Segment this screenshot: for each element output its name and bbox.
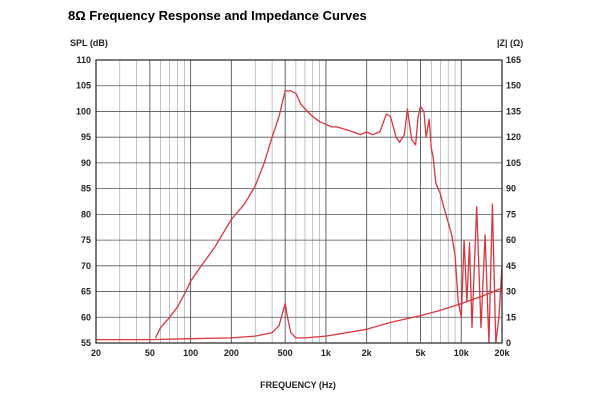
curves <box>96 90 503 344</box>
y-axis-label-left: SPL (dB) <box>70 38 108 48</box>
y-tick-label-right: 150 <box>506 81 521 91</box>
y-tick-label-right: 30 <box>506 287 516 297</box>
x-tick-label: 2k <box>362 348 373 358</box>
x-tick-label: 1k <box>321 348 332 358</box>
y-tick-label-right: 105 <box>506 158 521 168</box>
x-axis-label: FREQUENCY (Hz) <box>260 380 336 390</box>
grid <box>95 59 503 344</box>
y-tick-label-right: 165 <box>506 55 521 65</box>
x-tick-label: 100 <box>183 348 198 358</box>
x-tick-label: 500 <box>278 348 293 358</box>
x-tick-label: 20k <box>494 348 510 358</box>
y-tick-label-left: 75 <box>81 235 91 245</box>
chart-title: 8Ω Frequency Response and Impedance Curv… <box>68 8 367 23</box>
y-tick-label-right: 60 <box>506 235 516 245</box>
y-tick-label-left: 55 <box>81 338 91 348</box>
y-axis-label-right: |Z| (Ω) <box>497 38 523 48</box>
y-tick-label-left: 110 <box>76 55 91 65</box>
y-tick-label-left: 60 <box>81 312 91 322</box>
y-tick-label-left: 90 <box>81 158 91 168</box>
y-tick-label-right: 135 <box>506 106 521 116</box>
y-tick-label-right: 0 <box>506 338 511 348</box>
y-tick-label-right: 15 <box>506 312 516 322</box>
x-tick-label: 5k <box>416 348 427 358</box>
y-tick-label-left: 65 <box>81 287 91 297</box>
y-tick-label-right: 75 <box>506 209 516 219</box>
plot-frame <box>95 59 503 344</box>
y-tick-label-right: 45 <box>506 261 516 271</box>
y-tick-label-left: 105 <box>76 81 91 91</box>
y-tick-label-left: 85 <box>81 184 91 194</box>
y-tick-label-left: 70 <box>81 261 91 271</box>
x-tick-label: 50 <box>145 348 155 358</box>
impedance-curve <box>96 287 503 341</box>
spl-curve <box>154 90 503 344</box>
x-tick-label: 10k <box>454 348 470 358</box>
y-tick-label-left: 80 <box>81 209 91 219</box>
x-tick-label: 20 <box>91 348 101 358</box>
x-tick-label: 200 <box>224 348 239 358</box>
y-tick-label-left: 100 <box>76 106 91 116</box>
tick-labels: 1101051009590858075706560551651501351201… <box>76 55 521 358</box>
y-tick-label-right: 90 <box>506 184 516 194</box>
y-tick-label-right: 120 <box>506 132 521 142</box>
y-tick-label-left: 95 <box>81 132 91 142</box>
